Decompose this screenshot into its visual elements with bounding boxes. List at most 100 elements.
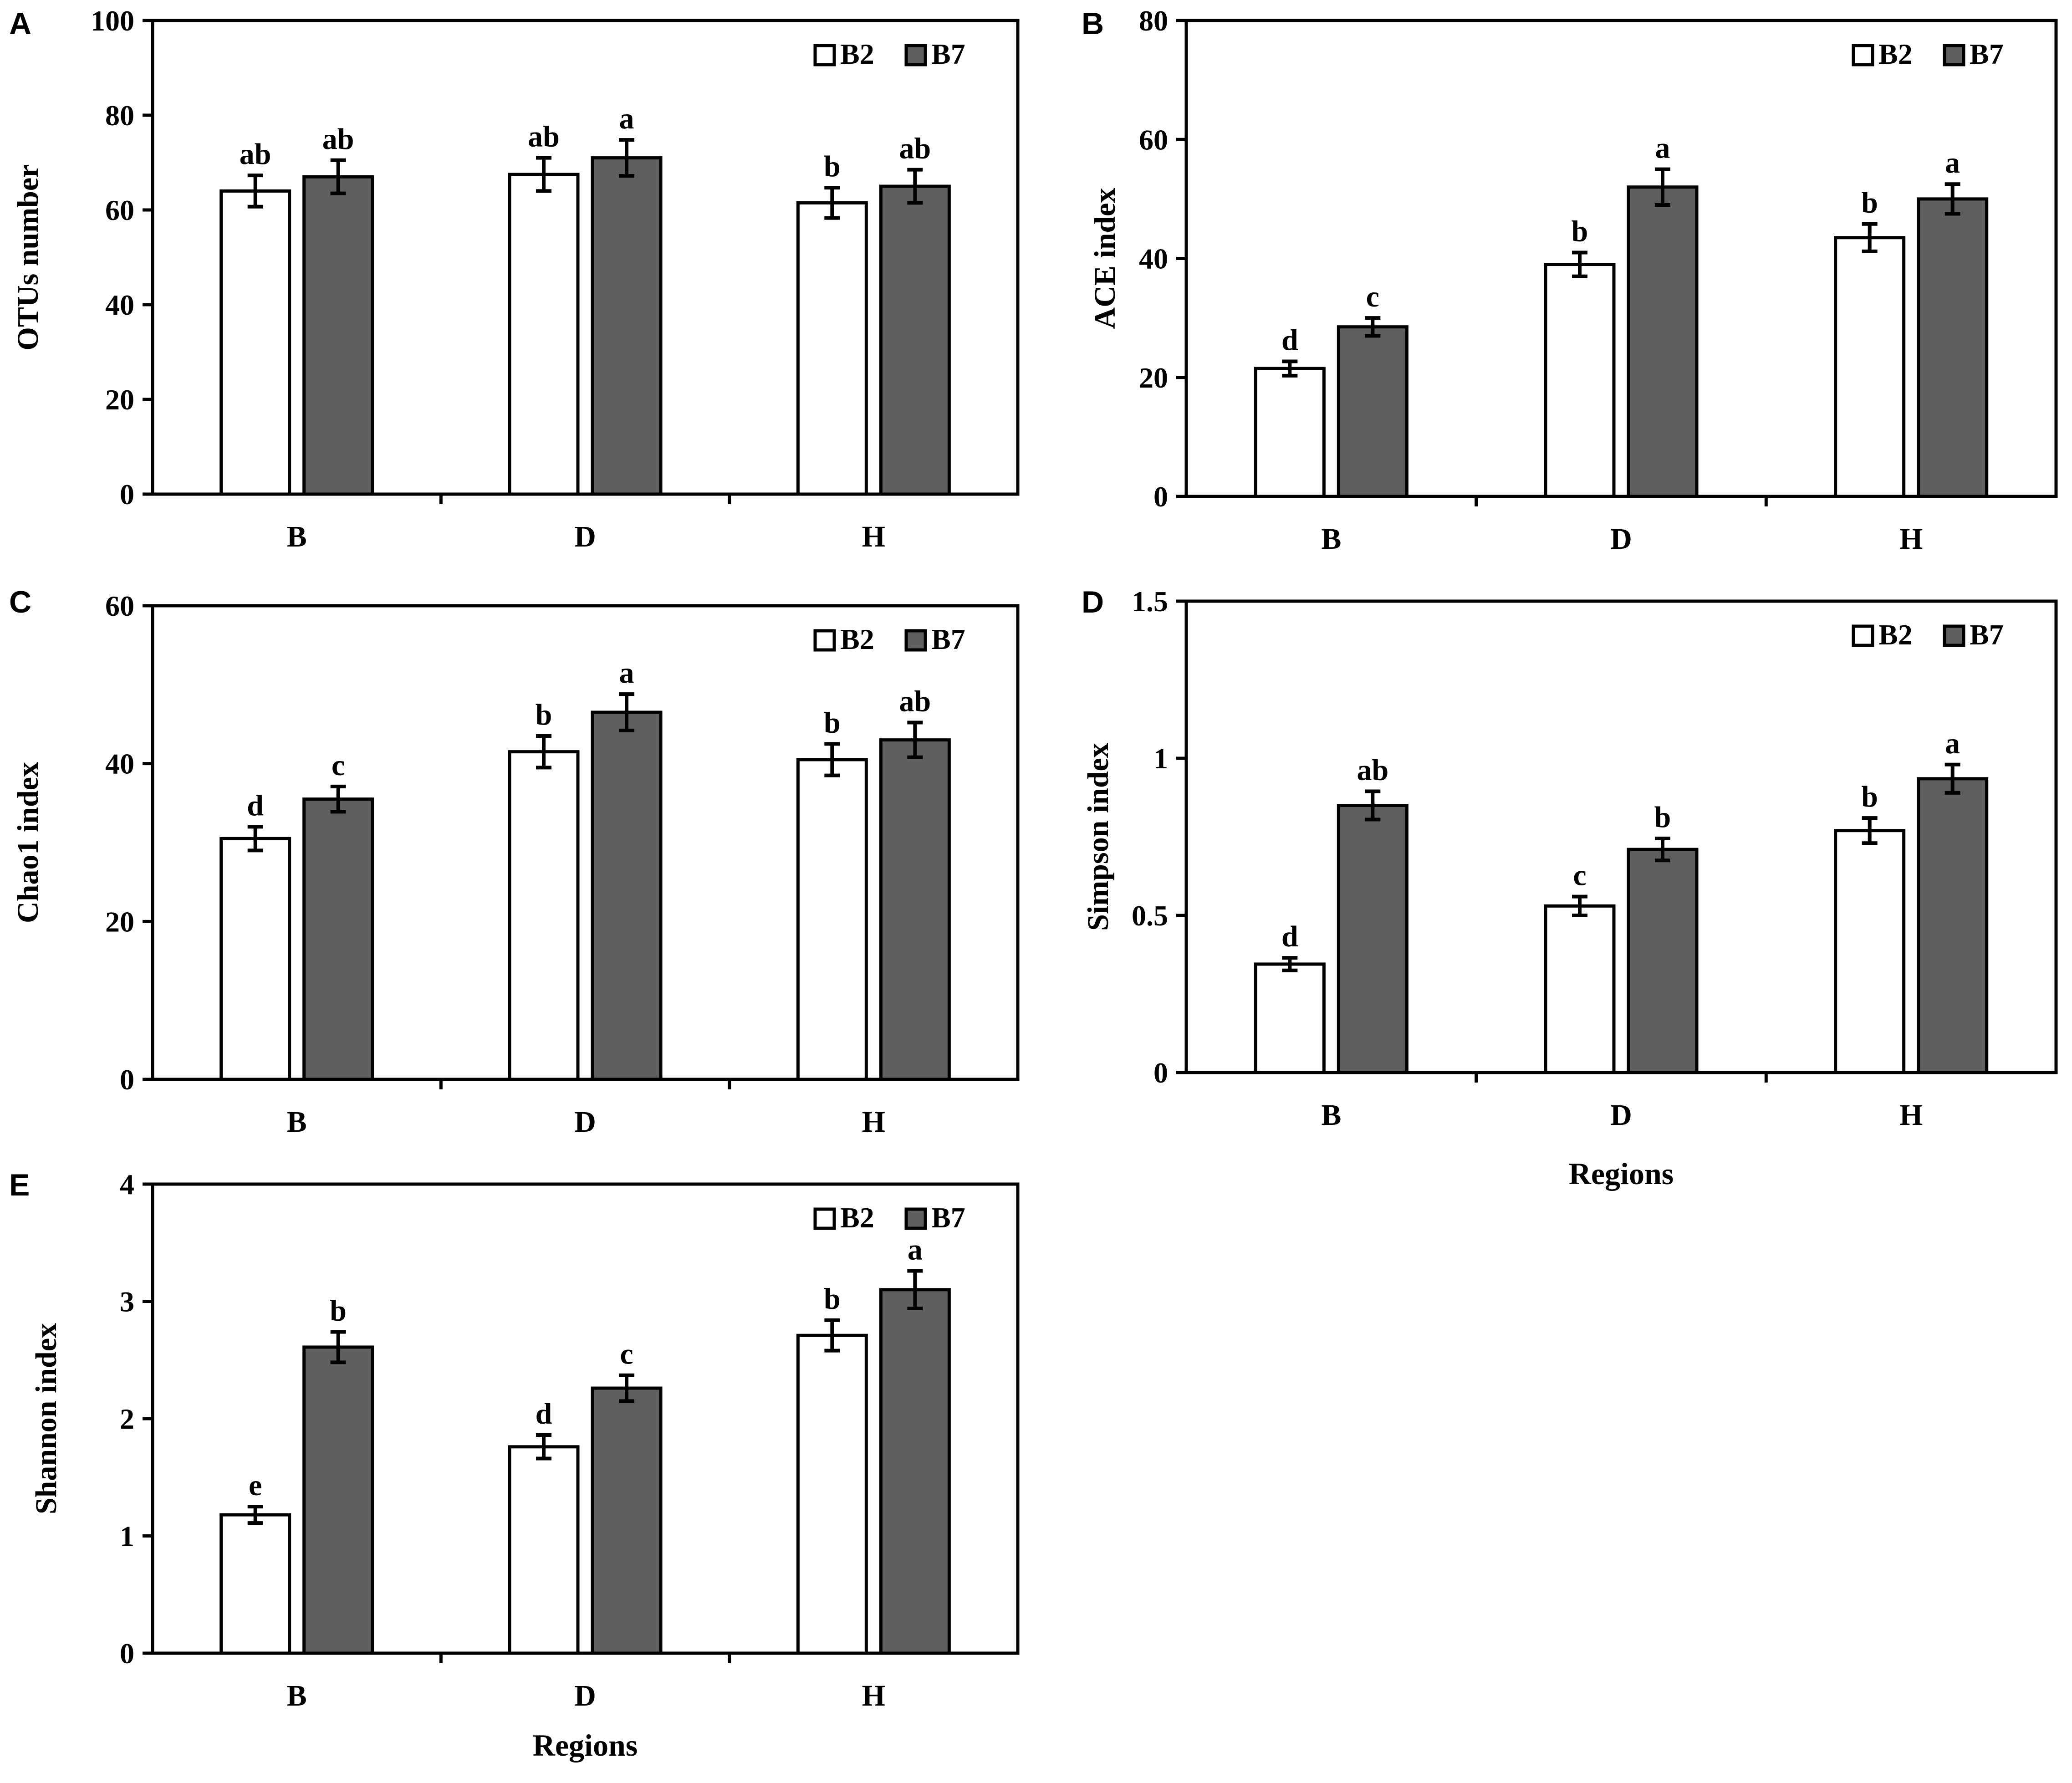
bar-b7 [1337, 804, 1409, 1074]
y-tick-label: 40 [105, 289, 134, 321]
bar-b7 [302, 175, 374, 496]
x-axis-label: Regions [533, 1728, 638, 1763]
y-tick-label: 80 [1139, 5, 1168, 37]
y-tick-label: 3 [120, 1286, 134, 1318]
bar-b2 [1544, 263, 1616, 498]
significance-letter: b [824, 1282, 841, 1316]
legend-swatch-b2 [813, 629, 836, 652]
bar-b2 [796, 758, 868, 1081]
bar-b7 [879, 1288, 951, 1655]
bar-b7 [879, 738, 951, 1081]
y-axis-label: ACE index [1088, 188, 1122, 329]
y-tick-label: 0.5 [1132, 899, 1168, 932]
x-tick-label: H [1899, 522, 1923, 556]
x-tick-label: H [862, 520, 885, 553]
significance-letter: e [249, 1469, 262, 1502]
significance-letter: ab [528, 120, 560, 153]
y-axis-label: OTUs number [11, 164, 45, 351]
significance-letter: c [1573, 859, 1586, 892]
panel-c: C 0 20 40 60 Chao1 index Bd c Db a Hb ab B2 B7 [9, 585, 1020, 1139]
significance-letter: ab [899, 685, 931, 718]
significance-letter: b [1861, 186, 1878, 220]
legend-swatch-b7 [904, 44, 927, 66]
bar-b7 [1917, 197, 1989, 498]
bar-b7 [1917, 777, 1989, 1074]
bar-b2 [1834, 236, 1906, 498]
y-tick-label: 0 [1153, 480, 1168, 513]
significance-letter: b [824, 706, 841, 739]
y-tick-label: 60 [1139, 123, 1168, 156]
panel-b: B 0 20 40 60 80 ACE index Bd c Db a Hb a B2 B7 [1082, 5, 2058, 556]
x-tick-label: D [574, 1679, 596, 1712]
x-tick-label: D [1610, 522, 1632, 556]
legend-label-b2: B2 [840, 38, 874, 70]
bar-b2 [508, 1445, 580, 1655]
panel-letter: C [9, 585, 31, 619]
legend-label-b2: B2 [1878, 618, 1913, 651]
panel-a: A 0 20 40 60 80 100 OTUs number Bab ab Dab a Hb ab B2 B… [9, 5, 1020, 553]
y-tick-label: 2 [120, 1403, 134, 1435]
significance-letter: b [824, 150, 841, 183]
panel-letter: B [1082, 6, 1104, 41]
significance-letter: c [620, 1338, 633, 1371]
x-tick-label: D [1610, 1098, 1632, 1132]
legend-swatch-b2 [1852, 624, 1874, 647]
legend-label-b7: B7 [931, 623, 965, 655]
significance-letter: b [1654, 801, 1671, 834]
panel-letter: A [9, 6, 31, 41]
significance-letter: a [1655, 132, 1670, 165]
x-tick-label: H [1899, 1098, 1923, 1132]
bar-b2 [219, 837, 291, 1081]
y-tick-label: 20 [105, 905, 134, 938]
significance-letter: d [536, 1397, 552, 1430]
legend-swatch-b2 [1852, 44, 1874, 66]
y-tick-label: 40 [1139, 243, 1168, 275]
x-tick-label: B [1321, 522, 1341, 556]
bar-b7 [1337, 325, 1409, 498]
x-axis-label: Regions [1569, 1156, 1674, 1191]
y-tick-label: 0 [1153, 1057, 1168, 1089]
panel-e: E 0 1 2 3 4 Shannon index Be b Dd c Hb a B2 B7 Regions [9, 1168, 1020, 1763]
significance-letter: d [1281, 920, 1298, 953]
bar-b7 [591, 156, 663, 496]
significance-letter: b [1572, 215, 1588, 248]
y-tick-label: 4 [120, 1168, 134, 1201]
x-tick-label: B [1321, 1098, 1341, 1132]
significance-letter: a [908, 1233, 923, 1267]
x-tick-label: B [287, 1679, 307, 1712]
y-tick-label: 0 [120, 1063, 134, 1096]
legend-swatch-b2 [813, 44, 836, 66]
significance-letter: b [536, 698, 552, 731]
significance-letter: ab [240, 138, 271, 171]
legend-label-b7: B7 [1970, 618, 2004, 651]
significance-letter: d [1281, 323, 1298, 357]
y-tick-label: 100 [91, 5, 134, 37]
bar-b7 [591, 710, 663, 1081]
bar-b2 [219, 1513, 291, 1655]
x-tick-label: B [287, 520, 307, 553]
y-tick-label: 0 [120, 1637, 134, 1670]
x-tick-label: D [574, 1105, 596, 1139]
significance-letter: ab [322, 123, 354, 156]
legend-label-b2: B2 [840, 623, 874, 655]
significance-letter: b [330, 1294, 347, 1327]
bar-b2 [796, 201, 868, 496]
y-tick-label: 1 [120, 1520, 134, 1553]
x-tick-label: H [862, 1679, 885, 1712]
legend-label-b2: B2 [1878, 38, 1913, 70]
legend-label-b7: B7 [1970, 38, 2004, 70]
bar-b2 [1254, 367, 1326, 498]
y-tick-label: 0 [120, 478, 134, 511]
significance-letter: a [1945, 146, 1960, 179]
legend-swatch-b7 [1943, 44, 1965, 66]
significance-letter: a [1945, 727, 1960, 760]
significance-letter: ab [1357, 753, 1388, 787]
panel-letter: E [9, 1168, 30, 1202]
y-tick-label: 80 [105, 99, 134, 132]
y-axis-label: Simpson index [1082, 743, 1115, 931]
plot-frame [151, 19, 1020, 496]
legend-label-b7: B7 [931, 1201, 965, 1234]
legend-swatch-b7 [1943, 624, 1965, 647]
legend-swatch-b7 [904, 629, 927, 652]
